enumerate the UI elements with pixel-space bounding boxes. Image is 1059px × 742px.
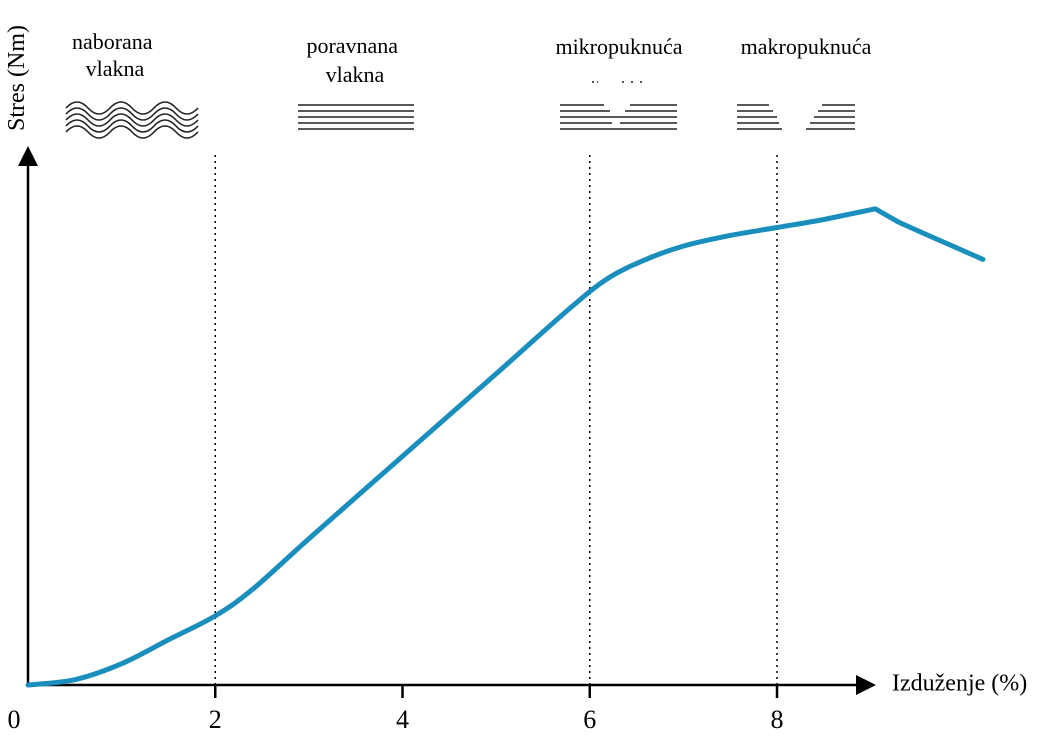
x-tick-label-0: 0 [8, 705, 21, 734]
series-line-0 [25, 206, 986, 688]
y-axis-title: Stres (Nm) [4, 25, 30, 131]
microtears-icon [560, 81, 677, 130]
label-crimped-fibers: naborana vlakna [72, 29, 158, 81]
label-macrotears: makropuknuća [741, 34, 872, 59]
region-guide-lines [214, 155, 778, 685]
x-ticks: 0 2 4 6 8 [8, 685, 784, 734]
x-tick-label-2: 2 [209, 705, 222, 734]
x-axis-title: Izduženje (%) [892, 671, 1027, 697]
label-aligned-fibers: poravnana vlakna [306, 33, 403, 87]
x-tick-label-4: 4 [396, 705, 409, 734]
x-tick-label-8: 8 [771, 705, 784, 734]
x-tick-label-6: 6 [583, 705, 596, 734]
series-group [25, 206, 986, 688]
crimped-fibers-icon [65, 101, 199, 139]
macrotears-icon [737, 104, 855, 130]
label-microtears: mikropuknuća [555, 34, 682, 59]
aligned-fibers-icon [298, 104, 414, 130]
